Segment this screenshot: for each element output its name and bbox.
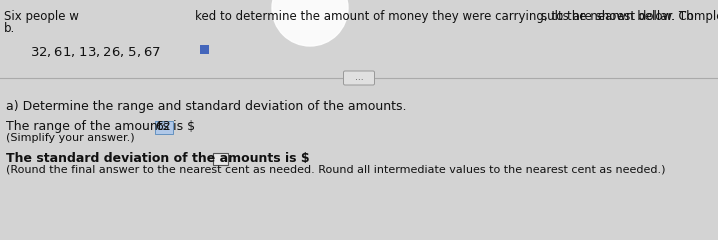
FancyBboxPatch shape [154, 120, 172, 133]
Text: .: . [173, 120, 181, 133]
Text: ...: ... [355, 73, 363, 83]
Text: $32, $61, $13, $26, $5, $67: $32, $61, $13, $26, $5, $67 [30, 45, 161, 59]
Text: The standard deviation of the amounts is $: The standard deviation of the amounts is… [6, 152, 309, 165]
Text: The range of the amounts is $: The range of the amounts is $ [6, 120, 199, 133]
FancyBboxPatch shape [343, 71, 375, 85]
Bar [200, 45, 209, 54]
Text: Six people w: Six people w [4, 10, 79, 23]
Text: sults are shown below. Complete parts a and: sults are shown below. Complete parts a … [541, 10, 718, 23]
Text: b.: b. [4, 22, 15, 35]
Text: (Simplify your answer.): (Simplify your answer.) [6, 133, 135, 143]
Text: ked to determine the amount of money they were carrying, to the nearest dollar. : ked to determine the amount of money the… [195, 10, 694, 23]
Text: (Round the final answer to the nearest cent as needed. Round all intermediate va: (Round the final answer to the nearest c… [6, 165, 666, 175]
Bar [213, 153, 228, 165]
Text: 62: 62 [156, 120, 172, 133]
Text: a) Determine the range and standard deviation of the amounts.: a) Determine the range and standard devi… [6, 100, 406, 113]
Circle shape [272, 0, 348, 46]
